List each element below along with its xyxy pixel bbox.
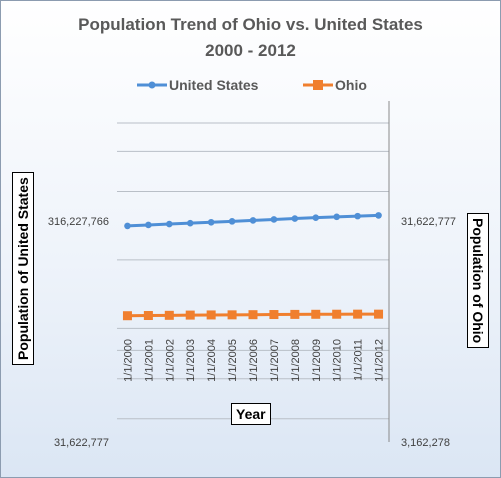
x-tick-label: 1/1/2010 [332,339,344,382]
gridlines [117,122,389,420]
chart-subtitle: 2000 - 2012 [205,41,296,60]
data-point [249,217,257,224]
x-tick-label: 1/1/2005 [227,339,239,382]
x-tick-label: 1/1/2001 [143,339,155,382]
data-point [227,310,237,320]
data-point [311,309,321,319]
legend-label: Ohio [335,77,367,93]
legend-marker [313,80,323,90]
data-point [269,310,279,320]
data-point [186,219,194,227]
data-point [270,216,278,223]
right-tick-label: 3,162,278 [401,437,450,449]
legend-label: United States [169,77,259,93]
data-point [248,310,258,320]
x-tick-label: 1/1/2006 [248,339,260,382]
data-point [312,214,320,221]
series-united-states [124,212,382,230]
x-tick-label: 1/1/2003 [185,339,197,382]
data-point [354,212,361,220]
legend-marker [148,81,156,89]
data-point [291,215,299,222]
chart-title: Population Trend of Ohio vs. United Stat… [78,15,423,34]
x-tick-label: 1/1/2011 [353,339,365,381]
data-point [166,220,173,228]
x-tick-label: 1/1/2004 [206,339,218,382]
left-tick-label: 316,227,766 [48,216,109,228]
data-point [145,221,152,229]
legend: United States Ohio [137,77,367,93]
data-point [185,310,195,320]
left-tick-label: 31,622,777 [54,437,109,449]
data-point [207,218,215,226]
data-point [290,309,300,319]
data-point [333,213,340,221]
data-point [164,310,174,320]
x-tick-label: 1/1/2002 [164,339,176,382]
x-tick-label: 1/1/2000 [122,339,134,382]
right-tick-label: 31,622,777 [401,216,456,228]
data-point [374,309,384,319]
data-point [124,222,131,230]
data-point [206,310,216,320]
x-tick-label: 1/1/2008 [290,339,302,382]
data-point [332,309,342,319]
x-tick-label: 1/1/2009 [311,339,323,382]
x-axis-label: Year [231,403,271,425]
data-point [122,311,132,321]
x-tick-label: 1/1/2007 [269,339,281,382]
y-axis-label-left: Population of United States [12,172,34,365]
y-axis-label-right: Population of Ohio [467,213,489,349]
data-point [353,309,363,319]
data-point [228,218,236,225]
series-ohio [122,309,384,321]
data-point [375,212,382,219]
data-point [143,311,153,321]
x-tick-label: 1/1/2012 [374,339,386,382]
